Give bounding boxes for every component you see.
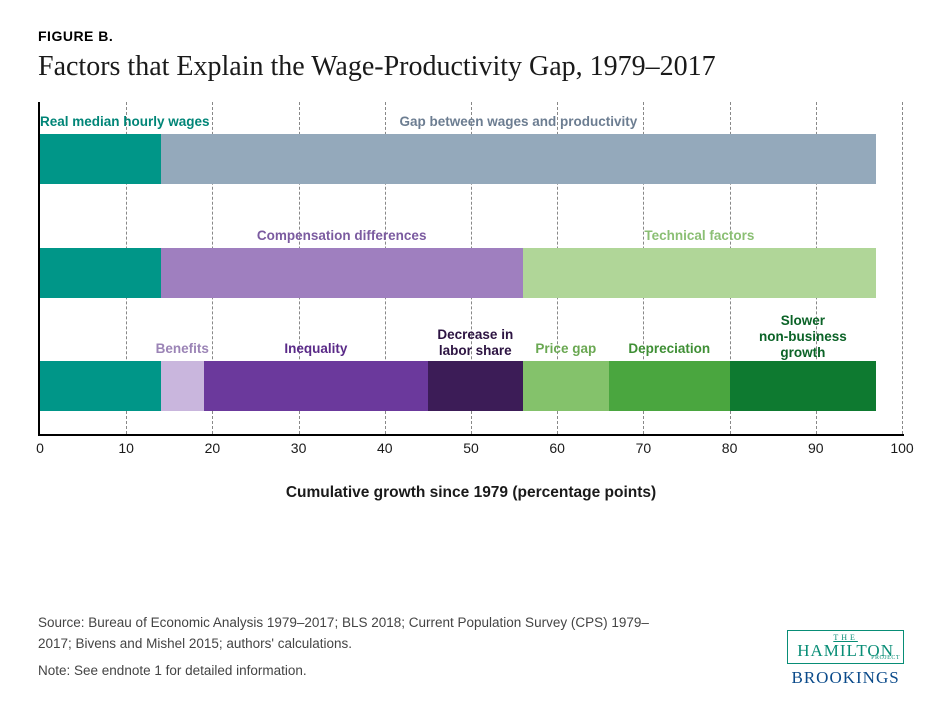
bar-row — [40, 361, 904, 411]
base-wages-3-segment — [40, 361, 161, 411]
gap-wages-productivity-label: Gap between wages and productivity — [400, 114, 638, 130]
chart-area: 0102030405060708090100Real median hourly… — [38, 102, 904, 502]
x-tick-label: 40 — [377, 440, 393, 456]
logo-block: THE HAMILTON PROJECT BROOKINGS — [787, 630, 904, 688]
price-gap-label: Price gap — [535, 341, 596, 357]
source-text: Source: Bureau of Economic Analysis 1979… — [38, 613, 678, 655]
hamilton-project: PROJECT — [871, 655, 900, 661]
depreciation-label: Depreciation — [628, 341, 710, 357]
decrease-labor-share-segment — [428, 361, 523, 411]
caption-block: Source: Bureau of Economic Analysis 1979… — [38, 613, 678, 688]
bar-row — [40, 248, 904, 298]
x-tick-label: 10 — [118, 440, 134, 456]
hamilton-logo: THE HAMILTON PROJECT — [787, 630, 904, 664]
x-axis-title: Cumulative growth since 1979 (percentage… — [38, 484, 904, 502]
compensation-differences-segment — [161, 248, 523, 298]
compensation-differences-label: Compensation differences — [257, 228, 427, 244]
figure-label: FIGURE B. — [38, 28, 904, 44]
technical-factors-segment — [523, 248, 876, 298]
x-tick-label: 20 — [205, 440, 221, 456]
real-median-hourly-wages-segment — [40, 134, 161, 184]
decrease-labor-share-label: Decrease in labor share — [437, 327, 513, 359]
depreciation-segment — [609, 361, 730, 411]
plot-region: 0102030405060708090100Real median hourly… — [38, 102, 904, 458]
base-wages-2-segment — [40, 248, 161, 298]
x-tick-label: 50 — [463, 440, 479, 456]
real-median-hourly-wages-label: Real median hourly wages — [40, 114, 210, 130]
x-tick-label: 30 — [291, 440, 307, 456]
figure-container: FIGURE B. Factors that Explain the Wage-… — [0, 0, 942, 708]
x-tick-label: 80 — [722, 440, 738, 456]
brookings-logo: BROOKINGS — [792, 668, 900, 688]
benefits-segment — [161, 361, 204, 411]
x-axis-line — [38, 434, 904, 436]
inequality-segment — [204, 361, 428, 411]
x-tick-label: 70 — [636, 440, 652, 456]
note-text: Note: See endnote 1 for detailed informa… — [38, 661, 678, 682]
benefits-label: Benefits — [156, 341, 209, 357]
bar-row — [40, 134, 904, 184]
technical-factors-label: Technical factors — [644, 228, 754, 244]
inequality-label: Inequality — [284, 341, 347, 357]
slower-nonbusiness-growth-segment — [730, 361, 877, 411]
slower-nonbusiness-growth-label: Slower non-business growth — [759, 313, 847, 362]
x-tick-label: 100 — [890, 440, 913, 456]
gap-wages-productivity-segment — [161, 134, 876, 184]
price-gap-segment — [523, 361, 609, 411]
x-tick-label: 90 — [808, 440, 824, 456]
figure-title: Factors that Explain the Wage-Productivi… — [38, 50, 904, 84]
x-tick-label: 60 — [549, 440, 565, 456]
x-tick-label: 0 — [36, 440, 44, 456]
figure-footer: Source: Bureau of Economic Analysis 1979… — [38, 613, 904, 688]
